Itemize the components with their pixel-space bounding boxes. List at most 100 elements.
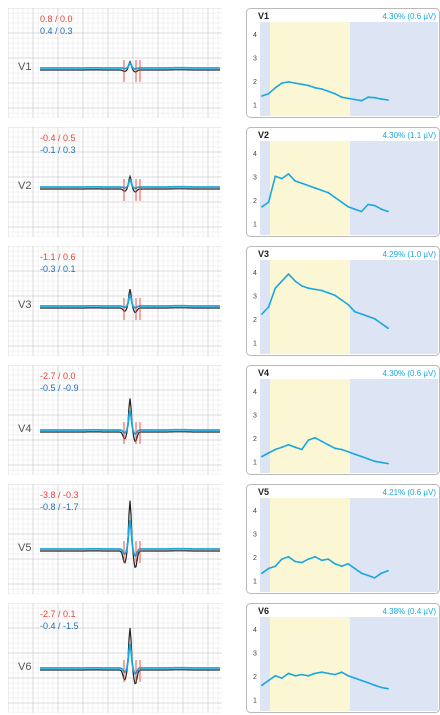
lead-row-v2: -0.4 / 0.5 -0.1 / 0.3 V2 V2 4.30% (1.1 µV) 1 2… [0,127,440,237]
post-band [350,379,438,473]
y-tick-label: 3 [253,531,257,538]
y-tick-label: 4 [253,627,257,634]
ecg-panel-v2: -0.4 / 0.5 -0.1 / 0.3 V2 [8,127,222,237]
trend-point [287,173,290,175]
y-tick-label: 4 [253,270,257,277]
measure-red: -2.7 / 0.0 [40,371,76,381]
trend-point [367,96,369,99]
lead-row-v5: -3.8 / -0.3 -0.8 / -1.7 V5 V5 4.21% (0.6 µV)… [0,484,440,594]
trend-point [353,310,356,313]
ecg-panel-v4: -2.7 / 0.0 -0.5 / -0.9 V4 [8,365,222,475]
trend-point [340,671,343,674]
trend-point [281,558,283,560]
trend-point [320,671,323,674]
ecg-reference-trace [40,60,220,73]
trend-point [320,88,323,90]
trend-point [347,450,350,453]
trend-point [261,572,263,575]
trend-point [380,98,383,100]
trend-stat: 4.38% (0.4 µV) [382,607,436,616]
ecg-panel-v3: -1.1 / 0.6 -0.3 / 0.1 V3 [8,246,222,356]
trend-point [320,289,323,292]
trend-point [347,674,350,677]
trend-point [300,83,303,86]
y-tick-label: 3 [253,650,257,657]
ecg-current-trace [40,643,220,675]
trend-point [294,180,297,182]
lead-row-v6: -2.7 / 0.1 -0.4 / -1.5 V6 V6 4.38% (0.4 µV) 1… [0,603,440,713]
y-tick-label: 1 [253,697,257,704]
trend-point [300,448,303,451]
trend-point [261,684,263,687]
trend-point [347,205,350,208]
trend-panel-v4: V4 4.30% (0.6 µV) 1 2 3 4 [246,365,440,475]
trend-panel-v2: V2 4.30% (1.1 µV) 1 2 3 4 [246,127,440,237]
baseline-band [260,498,270,592]
ecg-reference-trace [40,288,220,314]
trend-point [307,674,310,677]
trend-point [340,96,343,99]
trend-point [353,567,356,570]
measure-blue: -0.8 / -1.7 [40,502,79,512]
trend-point [267,452,270,454]
trend-point [294,560,297,563]
trend-point [274,565,277,568]
trend-point [347,303,350,306]
trend-point [287,443,290,446]
ecg-current-trace [40,177,220,190]
highlight-band [270,22,350,116]
trend-point [287,81,290,83]
trend-point [281,280,283,282]
trend-point [380,686,383,689]
trend-point [281,177,283,180]
trend-point [373,684,376,687]
trend-lead-label: V3 [258,249,269,259]
trend-point [300,285,303,287]
measure-red: -3.8 / -0.3 [40,490,79,500]
y-tick-label: 1 [253,102,257,109]
trend-point [274,448,277,451]
trend-point [320,440,323,443]
ecg-panel-v1: 0.8 / 0.0 0.4 / 0.3 V1 [8,8,222,118]
trend-point [367,458,369,460]
trend-point [267,92,270,95]
lead-row-v3: -1.1 / 0.6 -0.3 / 0.1 V3 V3 4.29% (1.0 µV) 1 2… [0,246,440,356]
trend-stat: 4.29% (1.0 µV) [382,250,436,259]
ecg-current-trace [40,410,220,435]
trend-point [314,436,316,439]
trend-point [380,572,383,575]
trend-line [261,437,389,465]
ecg-current-trace [40,61,220,70]
trend-lead-label: V6 [258,606,269,616]
trend-point [327,672,330,675]
baseline-band [260,260,270,354]
trend-point [267,201,270,203]
lead-label: V2 [18,180,31,192]
trend-point [307,287,310,290]
trend-point [327,558,330,560]
measure-blue: -0.5 / -0.9 [40,383,79,393]
trend-point [300,561,303,564]
trend-point [373,204,376,207]
trend-point [294,280,297,282]
trend-point [314,288,316,291]
trend-point [334,447,336,450]
trend-point [267,306,270,308]
trend-point [261,95,263,97]
y-tick-label: 2 [253,317,257,324]
baseline-band [260,379,270,473]
measure-blue: -0.1 / 0.3 [40,145,76,155]
measure-blue: -0.3 / 0.1 [40,264,76,274]
y-tick-label: 1 [253,459,257,466]
highlight-band [270,498,350,592]
post-band [350,498,438,592]
trend-stat: 4.30% (1.1 µV) [382,131,436,140]
lead-label: V6 [18,661,31,673]
trend-point [367,574,369,577]
baseline-band [260,617,270,711]
y-tick-label: 1 [253,221,257,228]
trend-point [274,287,277,290]
trend-lead-label: V1 [258,11,269,21]
measure-red: -0.4 / 0.5 [40,133,76,143]
trend-point [340,565,343,568]
